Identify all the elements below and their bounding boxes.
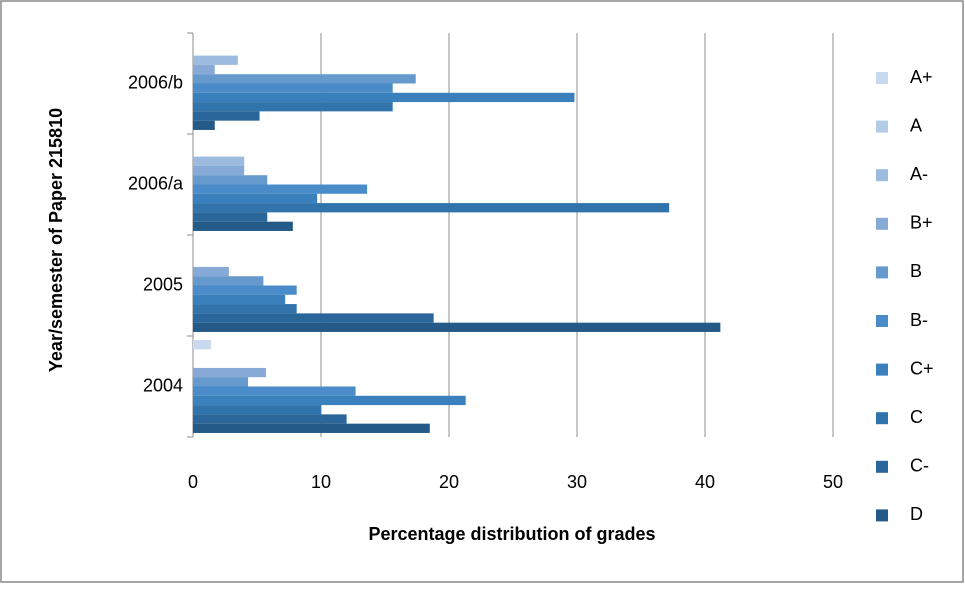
legend-swatch — [876, 315, 888, 327]
bar — [193, 64, 215, 75]
bar — [193, 367, 266, 378]
x-tick-label: 10 — [311, 472, 331, 492]
bar — [193, 313, 434, 323]
bar — [193, 203, 670, 213]
bar — [193, 165, 245, 176]
y-tick-label: 2006/b — [128, 72, 183, 92]
legend-label: C+ — [910, 358, 934, 378]
bar — [193, 386, 356, 396]
legend-swatch — [876, 266, 888, 279]
legend-label: C — [910, 407, 923, 427]
legend-swatch — [876, 509, 888, 522]
legend-label: A- — [910, 164, 928, 184]
legend-label: A+ — [910, 67, 933, 87]
bar — [193, 193, 318, 204]
bar — [193, 285, 297, 295]
legend-swatch — [876, 72, 888, 84]
legend-swatch — [876, 363, 888, 376]
legend-label: D — [910, 504, 923, 524]
x-tick-label: 30 — [567, 472, 587, 492]
bar — [193, 414, 347, 424]
bar — [193, 111, 260, 121]
x-tick-label: 20 — [439, 472, 459, 492]
legend-label: B+ — [910, 213, 933, 233]
bar — [193, 184, 368, 194]
bar — [193, 294, 286, 305]
bar — [193, 377, 249, 387]
bar — [193, 74, 416, 84]
legend-swatch — [876, 460, 888, 473]
x-axis-title: Percentage distribution of grades — [368, 524, 655, 544]
legend-label: A — [910, 115, 922, 135]
legend-label: B- — [910, 310, 928, 330]
bar — [193, 304, 297, 314]
legend-swatch — [876, 169, 888, 182]
bar — [193, 395, 466, 406]
bar — [193, 55, 238, 65]
legend-swatch — [876, 412, 888, 425]
bar — [193, 423, 430, 433]
bar — [193, 120, 215, 130]
bar — [193, 340, 211, 350]
legend-swatch — [876, 120, 888, 133]
bar — [193, 276, 264, 286]
bar — [193, 92, 575, 103]
bar — [193, 266, 229, 277]
bar — [193, 156, 245, 166]
y-axis-title: Year/semester of Paper 215810 — [46, 108, 66, 372]
y-tick-label: 2006/a — [128, 173, 184, 193]
bar — [193, 102, 393, 112]
x-tick-label: 50 — [823, 472, 843, 492]
legend-label: C- — [910, 456, 929, 476]
y-tick-label: 2004 — [143, 375, 183, 395]
bar — [193, 322, 721, 332]
bar — [193, 83, 393, 93]
x-tick-label: 0 — [188, 472, 198, 492]
bar — [193, 221, 293, 231]
bar — [193, 175, 268, 185]
x-tick-label: 40 — [695, 472, 715, 492]
bar — [193, 212, 268, 222]
y-tick-label: 2005 — [143, 274, 183, 294]
bar — [193, 405, 321, 415]
legend-label: B — [910, 261, 922, 281]
legend-swatch — [876, 217, 888, 230]
